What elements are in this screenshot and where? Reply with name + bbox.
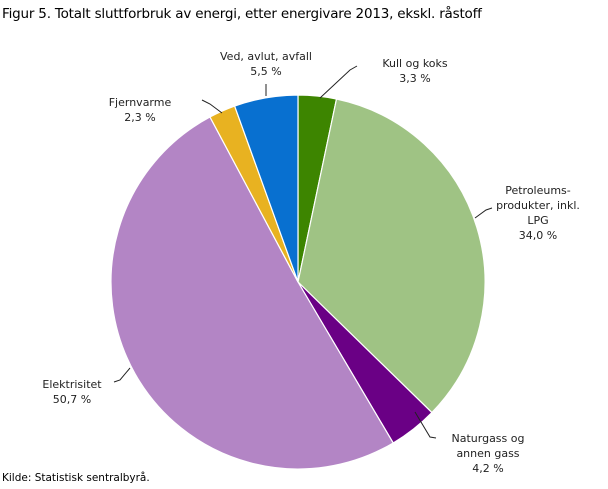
data-label: 5,5 % xyxy=(250,65,281,78)
slice-label: Kull og koks xyxy=(382,57,448,70)
data-label: 4,2 % xyxy=(472,462,503,475)
leader-line xyxy=(201,99,223,114)
leader-line xyxy=(113,367,131,383)
slice-label: Elektrisitet xyxy=(42,378,102,391)
data-label: 3,3 % xyxy=(399,72,430,85)
slice-label: produkter, inkl. xyxy=(496,199,580,212)
data-label: 2,3 % xyxy=(124,111,155,124)
pie-slice xyxy=(233,94,299,283)
pie-slice xyxy=(297,98,486,414)
leader-line xyxy=(414,411,437,439)
slice-label: Ved, avlut, avfall xyxy=(220,50,312,63)
chart-title: Figur 5. Totalt sluttforbruk av energi, … xyxy=(2,6,482,22)
pie-slice xyxy=(110,116,395,470)
leader-line xyxy=(319,65,358,99)
data-label: 50,7 % xyxy=(53,393,91,406)
slice-label: LPG xyxy=(527,214,548,227)
source-note: Kilde: Statistisk sentralbyrå. xyxy=(2,472,150,484)
slice-label: annen gass xyxy=(456,447,519,460)
slice-label: Naturgass og xyxy=(452,432,525,445)
slice-label: Fjernvarme xyxy=(109,96,172,109)
data-label: 34,0 % xyxy=(519,229,557,242)
slice-label: Petroleums- xyxy=(505,184,571,197)
leader-line xyxy=(474,207,493,219)
